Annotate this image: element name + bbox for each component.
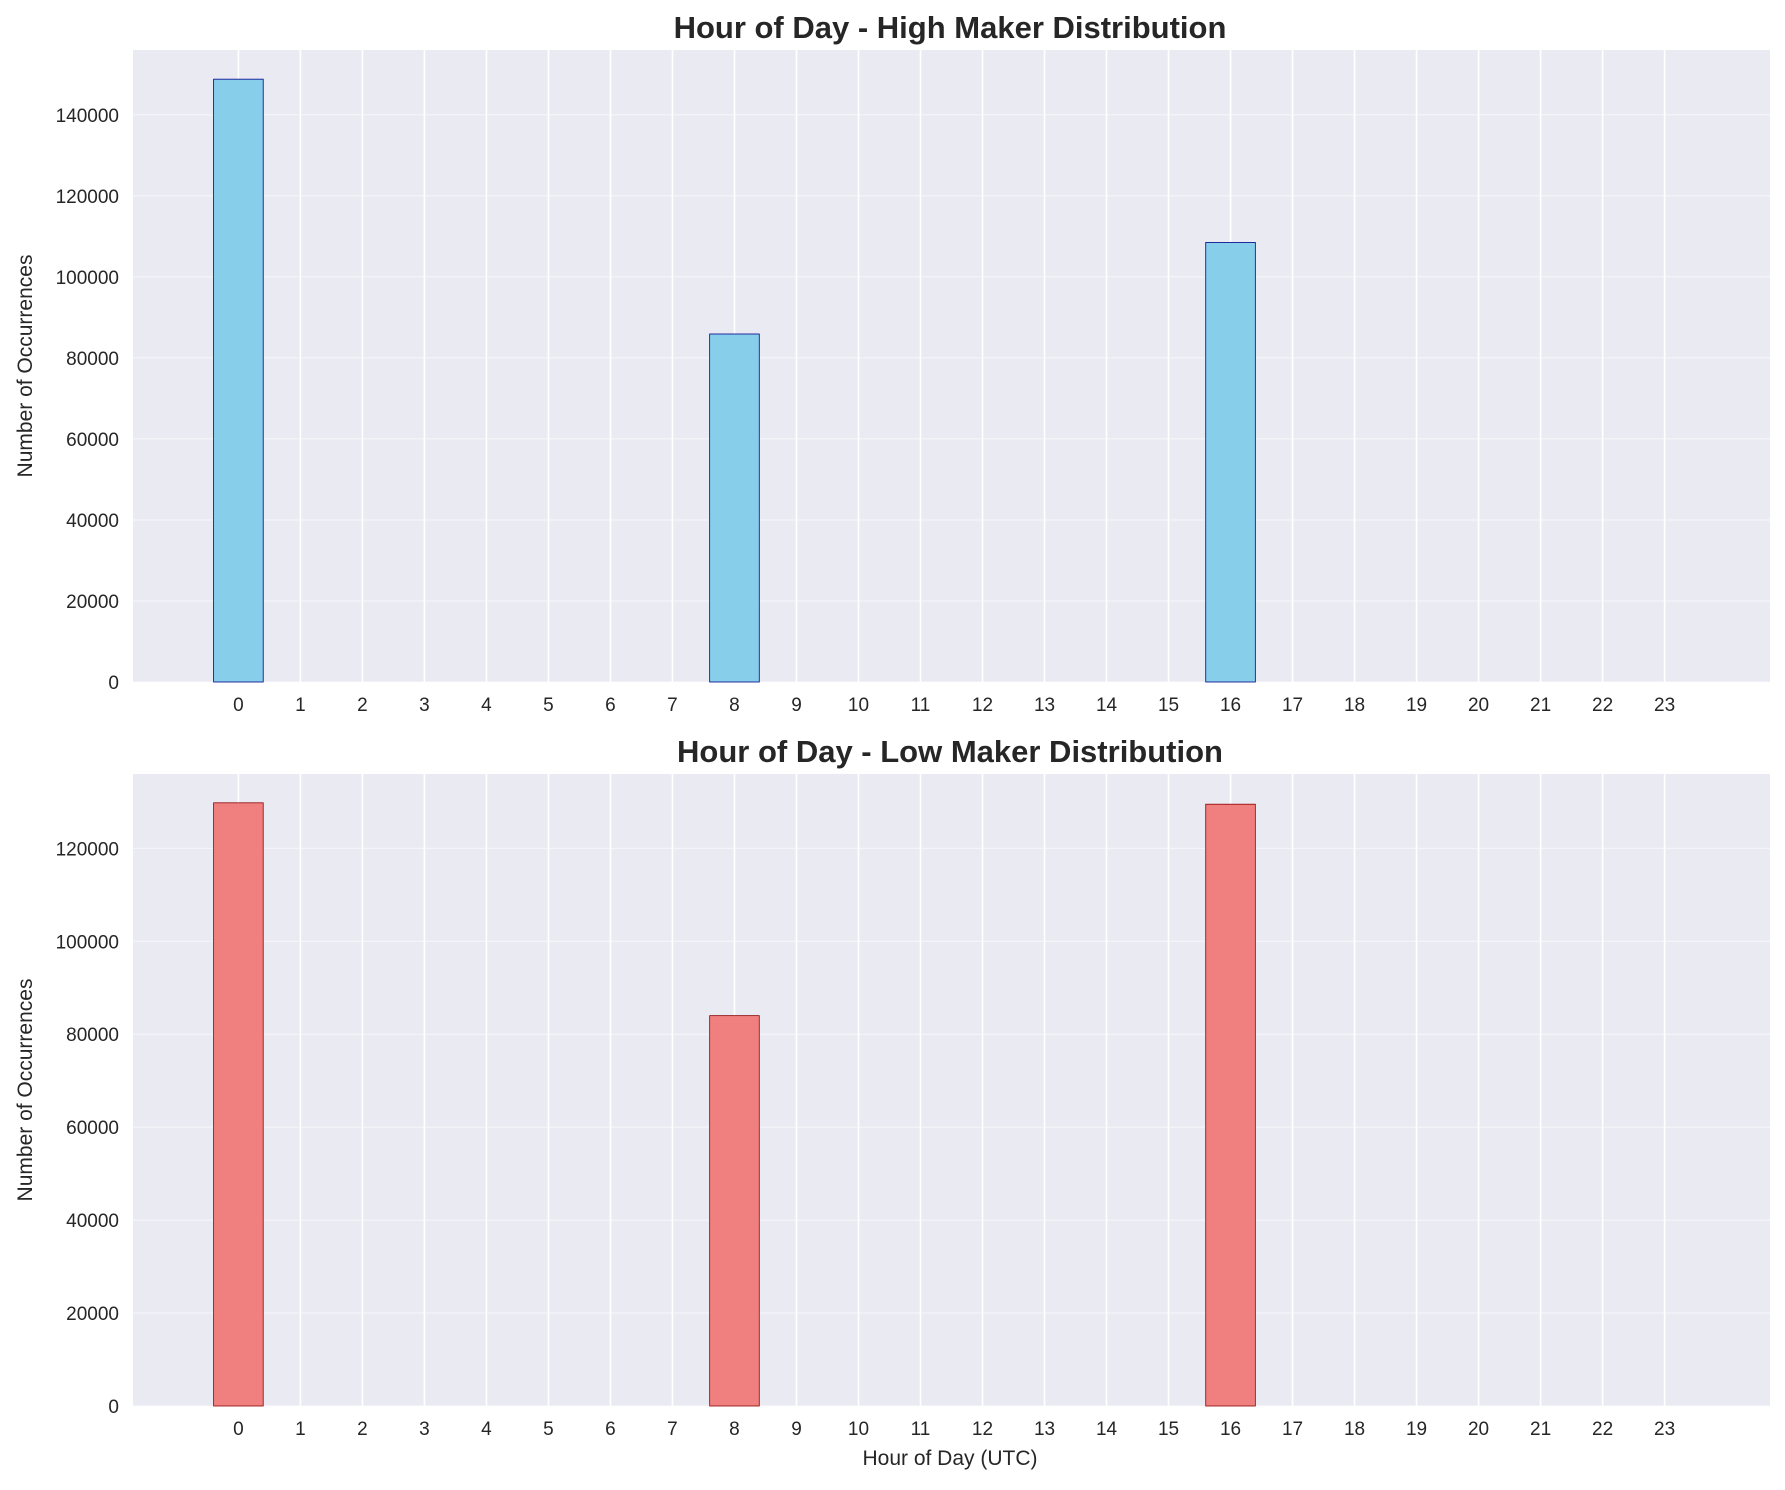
- plot-background: [133, 50, 1770, 682]
- x-tick-label: 18: [1344, 1419, 1365, 1440]
- x-tick-label: 22: [1592, 695, 1613, 716]
- x-tick-label: 12: [972, 1419, 993, 1440]
- x-tick-label: 13: [1034, 1419, 1055, 1440]
- x-tick-label: 5: [543, 695, 554, 716]
- x-tick-label: 17: [1282, 695, 1303, 716]
- x-tick-label: 4: [481, 695, 492, 716]
- y-axis-label: Number of Occurrences: [14, 255, 37, 478]
- y-tick-label: 100000: [56, 268, 119, 289]
- chart-title: Hour of Day - Low Maker Distribution: [677, 734, 1223, 769]
- y-tick-label: 80000: [66, 1025, 119, 1046]
- bar-hour-0: [213, 78, 264, 683]
- x-tick-label: 3: [419, 695, 430, 716]
- y-tick-label: 60000: [66, 430, 119, 451]
- x-axis-label: Hour of Day (UTC): [862, 1447, 1037, 1470]
- y-tick-label: 20000: [66, 592, 119, 613]
- bar-hour-16: [1205, 803, 1256, 1407]
- x-tick-label: 3: [419, 1419, 430, 1440]
- x-tick-label: 20: [1468, 695, 1489, 716]
- x-tick-label: 11: [911, 1419, 931, 1440]
- x-tick-label: 7: [667, 695, 678, 716]
- x-tick-label: 1: [295, 1419, 306, 1440]
- x-tick-label: 0: [233, 1419, 244, 1440]
- bar-hour-0: [213, 802, 264, 1407]
- x-tick-label: 16: [1220, 695, 1241, 716]
- x-tick-label: 14: [1096, 695, 1118, 716]
- y-tick-label: 80000: [66, 349, 119, 370]
- x-tick-label: 22: [1592, 1419, 1613, 1440]
- x-tick-label: 10: [848, 695, 869, 716]
- chart-title: Hour of Day - High Maker Distribution: [674, 10, 1227, 45]
- x-tick-label: 10: [848, 1419, 869, 1440]
- x-tick-label: 9: [791, 1419, 802, 1440]
- plot-area: 0 20000 40000 60000 80000 100000 120000 140000 0…: [56, 50, 1770, 716]
- x-tick-label: 15: [1158, 1419, 1179, 1440]
- bar-hour-8: [709, 333, 760, 683]
- x-tick-label: 13: [1034, 695, 1055, 716]
- x-tick-label: 23: [1654, 1419, 1675, 1440]
- y-tick-label: 0: [108, 1397, 119, 1418]
- x-tick-label: 4: [481, 1419, 492, 1440]
- y-tick-label: 40000: [66, 1211, 119, 1232]
- x-tick-label: 9: [791, 695, 802, 716]
- y-tick-label: 40000: [66, 511, 119, 532]
- y-tick-label: 120000: [56, 839, 119, 860]
- x-tick-label: 7: [667, 1419, 678, 1440]
- x-tick-label: 1: [295, 695, 306, 716]
- x-tick-label: 2: [357, 695, 368, 716]
- x-tick-label: 6: [605, 695, 616, 716]
- y-axis-label: Number of Occurrences: [14, 979, 37, 1202]
- y-tick-label: 20000: [66, 1304, 119, 1325]
- x-tick-label: 23: [1654, 695, 1675, 716]
- x-tick-label: 12: [972, 695, 993, 716]
- x-tick-label: 21: [1530, 1419, 1551, 1440]
- x-tick-label: 19: [1406, 695, 1427, 716]
- bar-hour-16: [1205, 242, 1256, 683]
- y-tick-label: 140000: [56, 106, 119, 127]
- chart-panel-high-maker: 0 20000 40000 60000 80000 100000 120000 140000 0…: [14, 10, 1770, 716]
- x-tick-label: 15: [1158, 695, 1179, 716]
- x-tick-label: 19: [1406, 1419, 1427, 1440]
- x-tick-label: 5: [543, 1419, 554, 1440]
- x-tick-label: 6: [605, 1419, 616, 1440]
- x-tick-label: 8: [729, 1419, 740, 1440]
- bar-hour-8: [709, 1015, 760, 1407]
- x-tick-label: 11: [911, 695, 931, 716]
- plot-background: [133, 774, 1770, 1406]
- x-tick-label: 2: [357, 1419, 368, 1440]
- x-tick-label: 8: [729, 695, 740, 716]
- y-tick-label: 0: [108, 673, 119, 694]
- y-tick-label: 60000: [66, 1118, 119, 1139]
- x-tick-label: 21: [1530, 695, 1551, 716]
- y-tick-label: 120000: [56, 187, 119, 208]
- x-tick-label: 14: [1096, 1419, 1118, 1440]
- x-tick-label: 16: [1220, 1419, 1241, 1440]
- x-tick-label: 18: [1344, 695, 1365, 716]
- x-tick-label: 0: [233, 695, 244, 716]
- x-tick-label: 17: [1282, 1419, 1303, 1440]
- x-tick-label: 20: [1468, 1419, 1489, 1440]
- y-tick-label: 100000: [56, 932, 119, 953]
